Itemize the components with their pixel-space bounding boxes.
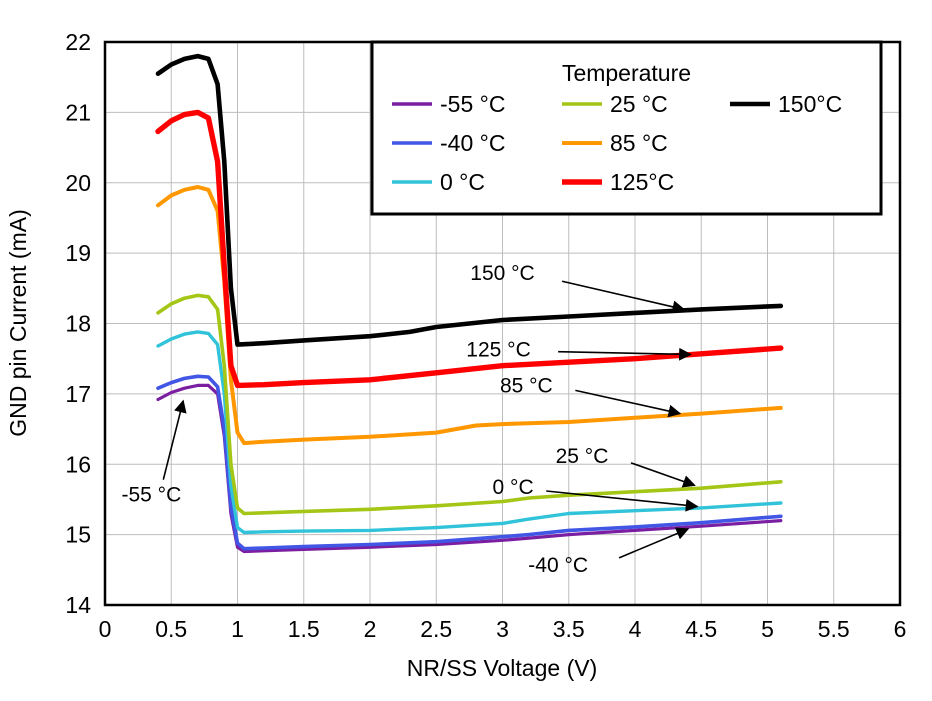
annotation-label: -40 °C xyxy=(528,554,588,577)
y-tick-label: 21 xyxy=(65,99,91,125)
series-line-125cc xyxy=(155,109,784,389)
series-line-0cc xyxy=(156,330,783,535)
y-tick-label: 18 xyxy=(65,311,91,337)
annotation-label: 25 °C xyxy=(556,445,609,468)
series-line--40cc xyxy=(156,374,783,551)
series-line-150cc xyxy=(155,53,784,347)
y-axis-title: GND pin Current (mA) xyxy=(5,209,31,436)
y-tick-label: 22 xyxy=(65,29,91,55)
series-line-25cc xyxy=(156,293,783,516)
annotation-arrow xyxy=(618,527,690,559)
y-tick-label: 17 xyxy=(65,381,91,407)
x-tick-label: 0.5 xyxy=(155,616,187,642)
annotation-label: 150 °C xyxy=(470,262,534,285)
x-tick-label: 1.5 xyxy=(288,616,320,642)
x-tick-label: 0 xyxy=(99,616,112,642)
annotation-arrow xyxy=(546,490,699,512)
annotation-label: 125 °C xyxy=(466,339,530,362)
annotation-arrow xyxy=(162,399,187,480)
annotation-label: 85 °C xyxy=(500,374,553,397)
legend-entry-label: -55 °C xyxy=(440,91,505,117)
legend-box xyxy=(370,40,883,216)
series-line-85cc xyxy=(156,185,783,446)
y-tick-label: 15 xyxy=(65,522,91,548)
x-tick-label: 2.5 xyxy=(420,616,452,642)
annotation-arrow xyxy=(558,347,692,361)
x-tick-label: 4 xyxy=(629,616,642,642)
x-tick-label: 6 xyxy=(894,616,907,642)
y-tick-label: 14 xyxy=(65,592,91,618)
annotation-label: -55 °C xyxy=(122,484,182,507)
y-tick-label: 19 xyxy=(65,240,91,266)
legend-entry-label: 85 °C xyxy=(610,130,668,156)
legend-title: Temperature xyxy=(562,60,691,86)
x-tick-label: 5.5 xyxy=(818,616,850,642)
series-line--55cc xyxy=(156,383,783,554)
x-tick-label: 2 xyxy=(364,616,377,642)
legend-entry-label: 150°C xyxy=(778,91,842,117)
y-tick-label: 16 xyxy=(65,451,91,477)
x-tick-label: 1 xyxy=(231,616,244,642)
x-tick-label: 3.5 xyxy=(553,616,585,642)
legend-entry-label: 25 °C xyxy=(610,91,668,117)
legend-entry-label: 125°C xyxy=(610,169,674,195)
annotation-arrow xyxy=(630,462,696,488)
annotation-arrow xyxy=(561,280,686,314)
legend-entry-label: -40 °C xyxy=(440,130,505,156)
x-tick-label: 3 xyxy=(496,616,509,642)
x-tick-label: 4.5 xyxy=(685,616,717,642)
x-axis-title: NR/SS Voltage (V) xyxy=(407,655,597,681)
y-tick-label: 20 xyxy=(65,170,91,196)
legend-entry-label: 0 °C xyxy=(440,169,485,195)
annotation-arrow xyxy=(575,389,682,418)
x-tick-label: 5 xyxy=(761,616,774,642)
annotation-label: 0 °C xyxy=(493,476,534,499)
